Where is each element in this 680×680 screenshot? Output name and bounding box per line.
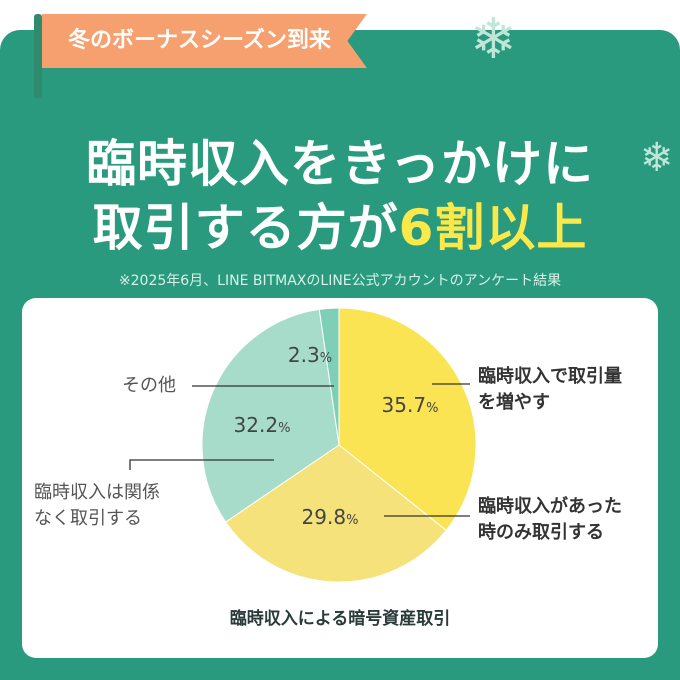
headline-line2-text: 取引する方が [92, 199, 399, 257]
banner-pole [34, 14, 42, 98]
slice-unrelated [201, 308, 340, 523]
label-other: その他 [122, 375, 176, 396]
label-increase-line2: を増やす [478, 392, 550, 413]
label-unrelated-line2: なく取引する [34, 508, 142, 529]
label-increase-line1: 臨時収入で取引量 [478, 366, 622, 387]
chart-title: 臨時収入による暗号資産取引 [229, 609, 451, 629]
label-only-line1: 臨時収入があった [478, 496, 622, 517]
pct-label-other: 2.3% [288, 343, 332, 367]
slice-only [224, 444, 447, 583]
snowflake-icon: ❄ [470, 7, 517, 72]
leader-line-unrelated [129, 459, 274, 470]
headline-line1: 臨時収入をきっかけに [86, 135, 594, 193]
label-unrelated: 臨時収入は関係 なく取引する [34, 480, 160, 532]
pct-label-increase: 35.7% [382, 393, 439, 417]
pct-label-unrelated: 32.2% [234, 413, 291, 437]
slice-other [318, 307, 340, 446]
label-increase: 臨時収入で取引量 を増やす [478, 364, 622, 416]
headline-line2: 取引する方が6割以上 [0, 188, 680, 260]
label-only-line2: 時のみ取引する [478, 522, 604, 543]
snowflake-icon: ❄ [640, 135, 674, 181]
slice-increase [338, 307, 477, 532]
label-unrelated-line1: 臨時収入は関係 [34, 482, 160, 503]
season-banner: 冬のボーナスシーズン到来 [42, 14, 367, 68]
label-only: 臨時収入があった 時のみ取引する [478, 494, 622, 546]
headline-highlight: 6割以上 [398, 199, 588, 257]
survey-note: ※2025年6月、LINE BITMAXのLINE公式アカウントのアンケート結果 [118, 273, 562, 289]
pct-label-only: 29.8% [302, 505, 359, 529]
